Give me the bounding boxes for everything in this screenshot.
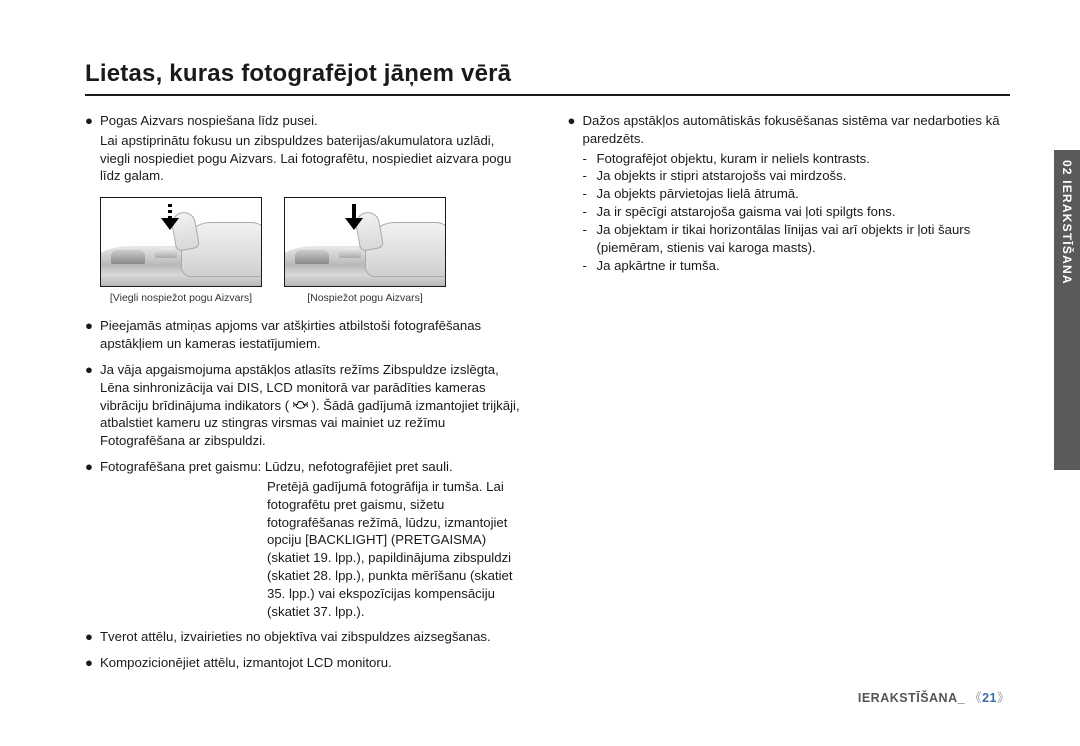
bullet-item: ● Ja vāja apgaismojuma apstākļos atlasīt… [85, 361, 528, 450]
dash-item: -Ja objekts pārvietojas lielā ātrumā. [583, 185, 1011, 203]
figure-illustration [100, 197, 262, 287]
half-press-arrow-icon [161, 204, 179, 232]
full-press-arrow-icon [345, 204, 363, 232]
bullet-text: Dažos apstākļos automātiskās fokusēšanas… [583, 112, 1011, 148]
content-columns: ● Pogas Aizvars nospiešana līdz pusei. L… [85, 112, 1010, 680]
left-column: ● Pogas Aizvars nospiešana līdz pusei. L… [85, 112, 528, 680]
bullet-dot: ● [568, 112, 577, 148]
bullet-detail: Pretējā gadījumā fotogrāfija ir tumša. L… [85, 478, 528, 621]
footer-section: IERAKSTĪŠANA_ [858, 691, 965, 705]
bullet-dot: ● [85, 654, 94, 672]
bracket-icon: 《 [969, 691, 982, 705]
bullet-item: ● Pieejamās atmiņas apjoms var atšķirtie… [85, 317, 528, 353]
right-column: ● Dažos apstākļos automātiskās fokusēšan… [568, 112, 1011, 680]
bullet-text: Tverot attēlu, izvairieties no objektīva… [100, 628, 491, 646]
figure-half-press: [Viegli nospiežot pogu Aizvars] [100, 197, 262, 305]
dash-item: -Ja objektam ir tikai horizontālas līnij… [583, 221, 1011, 257]
dash-item: -Ja ir spēcīgi atstarojoša gaisma vai ļo… [583, 203, 1011, 221]
section-side-tab-label: 02 IERAKSTĪŠANA [1060, 160, 1074, 285]
dash-item: -Fotografējot objektu, kuram ir neliels … [583, 150, 1011, 168]
bullet-item: ● Tverot attēlu, izvairieties no objektī… [85, 628, 528, 646]
bullet-dot: ● [85, 628, 94, 646]
bullet-text: Kompozicionējiet attēlu, izmantojot LCD … [100, 654, 392, 672]
figure-caption: [Nospiežot pogu Aizvars] [284, 291, 446, 305]
bullet-item: ● Fotografēšana pret gaismu: Lūdzu, nefo… [85, 458, 528, 476]
bullet-dot: ● [85, 112, 94, 130]
bullet-text: Pogas Aizvars nospiešana līdz pusei. [100, 112, 318, 130]
bullet-item: ● Kompozicionējiet attēlu, izmantojot LC… [85, 654, 528, 672]
figure-caption: [Viegli nospiežot pogu Aizvars] [100, 291, 262, 305]
page-footer: IERAKSTĪŠANA_ 《21》 [858, 687, 1010, 706]
bullet-text: Ja vāja apgaismojuma apstākļos atlasīts … [100, 361, 528, 450]
figure-full-press: [Nospiežot pogu Aizvars] [284, 197, 446, 305]
camera-shake-icon [293, 400, 308, 412]
figure-row: [Viegli nospiežot pogu Aizvars] [Nospiež… [100, 197, 528, 305]
bullet-item: ● Pogas Aizvars nospiešana līdz pusei. [85, 112, 528, 130]
dash-item: -Ja apkārtne ir tumša. [583, 257, 1011, 275]
bullet-dot: ● [85, 361, 94, 450]
page-number: 21 [982, 691, 997, 705]
bullet-item: ● Dažos apstākļos automātiskās fokusēšan… [568, 112, 1011, 148]
page-title: Lietas, kuras fotografējot jāņem vērā [85, 60, 1010, 96]
bullet-detail: Lai apstiprinātu fokusu un zibspuldzes b… [85, 132, 528, 185]
bullet-text: Fotografēšana pret gaismu: Lūdzu, nefoto… [100, 458, 453, 476]
bracket-icon: 》 [997, 691, 1010, 705]
section-side-tab: 02 IERAKSTĪŠANA [1054, 150, 1080, 470]
figure-illustration [284, 197, 446, 287]
dash-list: -Fotografējot objektu, kuram ir neliels … [568, 150, 1011, 275]
bullet-dot: ● [85, 317, 94, 353]
bullet-dot: ● [85, 458, 94, 476]
dash-item: -Ja objekts ir stipri atstarojošs vai mi… [583, 167, 1011, 185]
bullet-text: Pieejamās atmiņas apjoms var atšķirties … [100, 317, 528, 353]
